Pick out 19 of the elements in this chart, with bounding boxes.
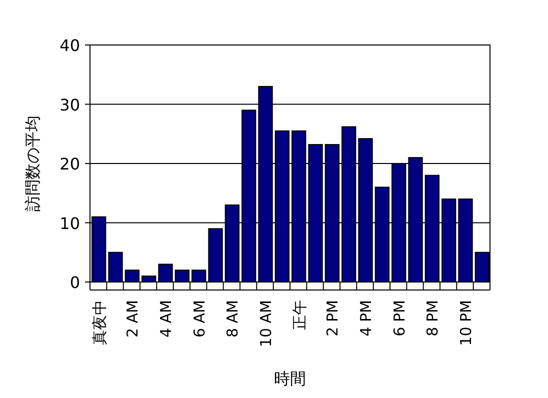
x-tick-label: 4 PM <box>357 300 375 336</box>
x-tick-label: 2 PM <box>324 300 342 336</box>
x-tick-label: 10 AM <box>257 300 275 348</box>
y-tick-label: 40 <box>60 36 80 55</box>
x-tick-label: 8 AM <box>224 300 242 338</box>
x-tick-label: 10 PM <box>457 300 475 346</box>
y-tick-label: 30 <box>60 95 80 114</box>
x-tick-label: 8 PM <box>424 300 442 336</box>
x-tick-label: 4 AM <box>157 300 175 338</box>
x-tick-label: 2 AM <box>124 300 142 338</box>
x-axis-title: 時間 <box>274 369 306 388</box>
y-axis-title: 訪問数の平均 <box>23 116 42 212</box>
y-tick-label: 20 <box>60 154 80 174</box>
x-tick-label: 6 AM <box>190 300 208 338</box>
x-tick-label: 6 PM <box>390 300 408 336</box>
y-tick-label: 10 <box>60 214 80 233</box>
x-tick-label: 正午 <box>290 300 308 330</box>
y-tick-label: 0 <box>70 273 80 292</box>
x-tick-label: 真夜中 <box>90 300 108 345</box>
